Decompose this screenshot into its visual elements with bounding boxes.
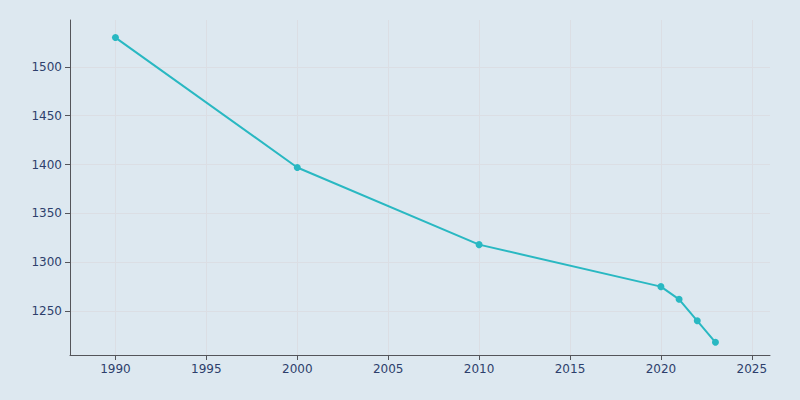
svg-text:1400: 1400 xyxy=(31,158,62,172)
svg-text:2025: 2025 xyxy=(737,362,768,376)
svg-text:1990: 1990 xyxy=(100,362,131,376)
svg-text:1300: 1300 xyxy=(31,255,62,269)
svg-text:1500: 1500 xyxy=(31,60,62,74)
svg-text:2000: 2000 xyxy=(282,362,313,376)
svg-text:2010: 2010 xyxy=(464,362,495,376)
svg-text:1995: 1995 xyxy=(191,362,222,376)
svg-text:2020: 2020 xyxy=(646,362,677,376)
svg-text:2005: 2005 xyxy=(373,362,404,376)
svg-text:1450: 1450 xyxy=(31,109,62,123)
svg-text:1250: 1250 xyxy=(31,304,62,318)
svg-text:1350: 1350 xyxy=(31,206,62,220)
svg-text:2015: 2015 xyxy=(555,362,586,376)
